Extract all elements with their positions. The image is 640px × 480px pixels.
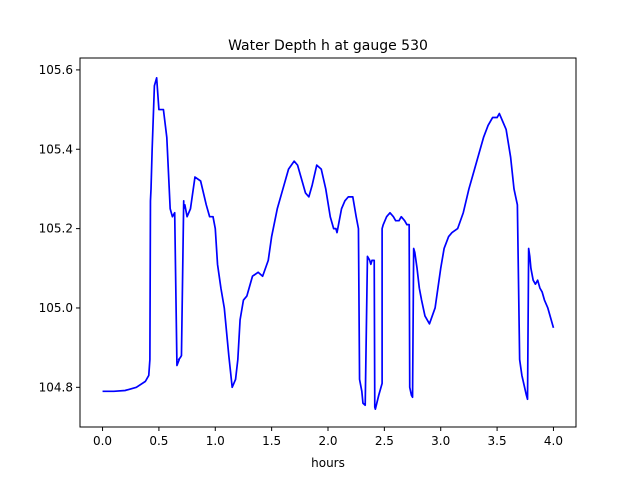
water-depth-series-line [102,76,555,410]
y-tick-label: 105.0 [39,301,73,315]
x-tick-label: 0.5 [149,434,168,448]
x-tick-label: 3.5 [488,434,507,448]
y-tick-label: 105.2 [39,222,73,236]
chart-title: Water Depth h at gauge 530 [228,38,428,54]
x-tick-label: 3.0 [431,434,450,448]
plot-frame [79,57,577,428]
x-axis: 0.0 0.5 1.0 1.5 2.0 2.5 3.0 3.5 4.0 [93,427,563,448]
x-tick-label: 4.0 [544,434,563,448]
x-tick-label: 2.5 [375,434,394,448]
y-tick-label: 105.6 [39,63,73,77]
y-axis: 104.8 105.0 105.2 105.4 105.6 [39,63,80,394]
y-tick-label: 104.8 [39,380,73,394]
x-axis-label: hours [311,456,345,470]
x-tick-label: 1.5 [262,434,281,448]
x-tick-label: 0.0 [93,434,112,448]
x-tick-label: 1.0 [206,434,225,448]
plot-area [102,76,555,410]
x-tick-label: 2.0 [318,434,337,448]
y-tick-label: 105.4 [39,142,73,156]
